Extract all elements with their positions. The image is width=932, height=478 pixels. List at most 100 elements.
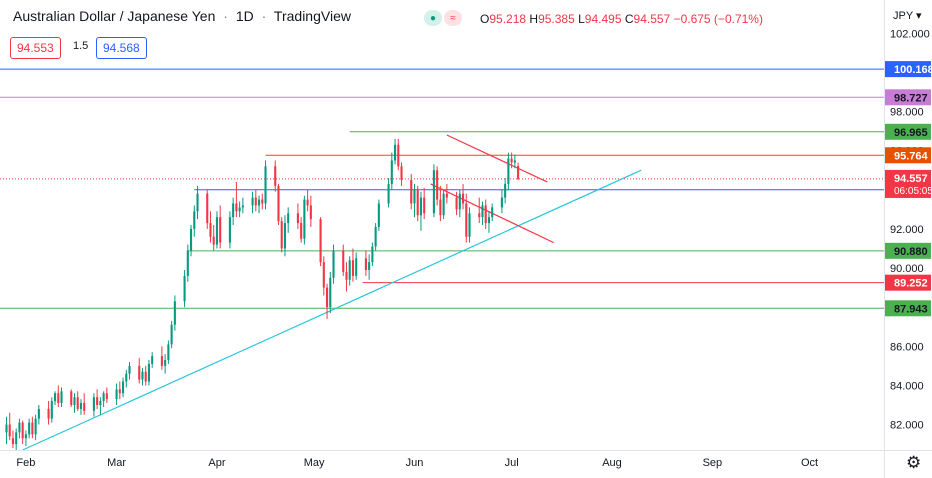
symbol-title[interactable]: Australian Dollar / Japanese Yen: [13, 8, 216, 24]
candle-body: [212, 236, 215, 245]
candle-body: [76, 397, 79, 409]
level-label-box: [885, 89, 931, 106]
horizontal-levels: [0, 68, 884, 309]
candle-body: [141, 371, 144, 380]
waves-icon[interactable]: ≈: [444, 10, 462, 26]
candle-body: [189, 228, 193, 251]
high-value: 95.385: [538, 12, 575, 26]
y-tick-label: 102.000: [890, 28, 930, 40]
candle-body: [160, 356, 163, 366]
candle-body: [254, 197, 257, 206]
candle-body: [151, 356, 154, 364]
candle-body: [355, 258, 358, 276]
last-price-label: 94.557: [894, 173, 928, 185]
candle-body: [167, 344, 170, 360]
candle-body: [329, 277, 332, 308]
candle-body: [410, 180, 413, 204]
candle-body: [277, 185, 280, 222]
candle-body: [397, 144, 400, 167]
x-tick-label: Sep: [703, 457, 723, 469]
wedge-upper-line: [446, 134, 548, 183]
candle-body: [196, 193, 199, 212]
candle-body: [241, 205, 244, 208]
candle-body: [364, 258, 367, 270]
x-tick-label: Jul: [505, 457, 519, 469]
candle-body: [303, 199, 306, 239]
candle-body: [419, 197, 423, 216]
buy-button[interactable]: 94.568: [96, 37, 147, 59]
candle-body: [125, 373, 128, 382]
candle-body: [8, 424, 11, 437]
currency-selector[interactable]: JPY ▾: [893, 10, 922, 22]
candle-body: [206, 193, 209, 224]
candle-body: [280, 221, 283, 249]
candle-body: [377, 203, 380, 227]
candle-body: [504, 183, 507, 198]
chart-header: Australian Dollar / Japanese Yen · 1D · …: [13, 8, 351, 24]
candle-body: [513, 160, 516, 163]
candle-body: [47, 408, 50, 419]
settings-gear-icon[interactable]: ⚙: [906, 453, 922, 472]
candle-body: [50, 401, 53, 419]
candle-body: [183, 275, 186, 302]
candle-body: [128, 365, 131, 374]
y-tick-label: 86.000: [890, 341, 924, 353]
candle-body: [432, 170, 435, 214]
candle-body: [79, 403, 83, 409]
candle-body: [306, 199, 309, 206]
candle-body: [461, 193, 465, 204]
level-label: 100.168: [894, 64, 932, 76]
candle-body: [96, 397, 99, 405]
candle-body: [235, 203, 238, 212]
candle-body: [393, 144, 397, 161]
candle-body: [309, 205, 312, 220]
candle-body: [15, 432, 18, 445]
y-tick-label: 98.000: [890, 107, 924, 119]
candle-body: [387, 183, 390, 204]
y-tick-label: 84.000: [890, 380, 924, 392]
candle-body: [510, 158, 513, 163]
y-tick-label: 90.000: [890, 263, 924, 275]
candle-body: [400, 166, 403, 180]
candle-body: [70, 391, 73, 405]
level-label: 90.880: [894, 246, 928, 258]
level-label: 87.943: [894, 303, 928, 315]
interval-label[interactable]: 1D: [235, 8, 254, 24]
candle-body: [215, 217, 219, 245]
candles: [5, 138, 520, 450]
candle-body: [491, 207, 494, 218]
level-label-box: [885, 147, 931, 164]
candle-body: [487, 217, 491, 224]
level-label-box: [885, 274, 931, 291]
change-value: −0.675 (−0.71%): [673, 12, 763, 26]
level-label: 96.965: [894, 127, 928, 139]
separator-dot: ·: [261, 8, 267, 24]
level-label-box: [885, 300, 931, 317]
candle-body: [37, 408, 40, 419]
x-tick-label: Apr: [208, 457, 225, 469]
brand-label: TradingView: [273, 8, 351, 24]
candle-body: [92, 397, 95, 411]
candle-body: [173, 301, 176, 325]
level-label: 95.764: [894, 150, 929, 162]
candle-body: [264, 166, 267, 204]
status-dot-icon[interactable]: ●: [424, 10, 442, 26]
candle-body: [251, 197, 254, 206]
candle-body: [193, 211, 196, 229]
sell-button[interactable]: 94.553: [10, 37, 61, 59]
candle-body: [442, 193, 445, 216]
candle-body: [164, 360, 167, 366]
ohlc-readout: O95.218 H95.385 L94.495 C94.557 −0.675 (…: [480, 12, 763, 26]
candle-body: [468, 213, 471, 237]
price-labels: 100.16898.72796.96595.76494.00290.88089.…: [885, 61, 932, 317]
candle-body: [238, 207, 241, 212]
candle-body: [332, 250, 335, 278]
candle-body: [11, 438, 15, 445]
candle-body: [99, 401, 102, 405]
x-tick-label: Oct: [801, 457, 818, 469]
open-value: 95.218: [489, 12, 527, 26]
candle-body: [325, 287, 329, 308]
status-badges: ● ≈: [424, 10, 462, 26]
candle-body: [28, 422, 31, 435]
